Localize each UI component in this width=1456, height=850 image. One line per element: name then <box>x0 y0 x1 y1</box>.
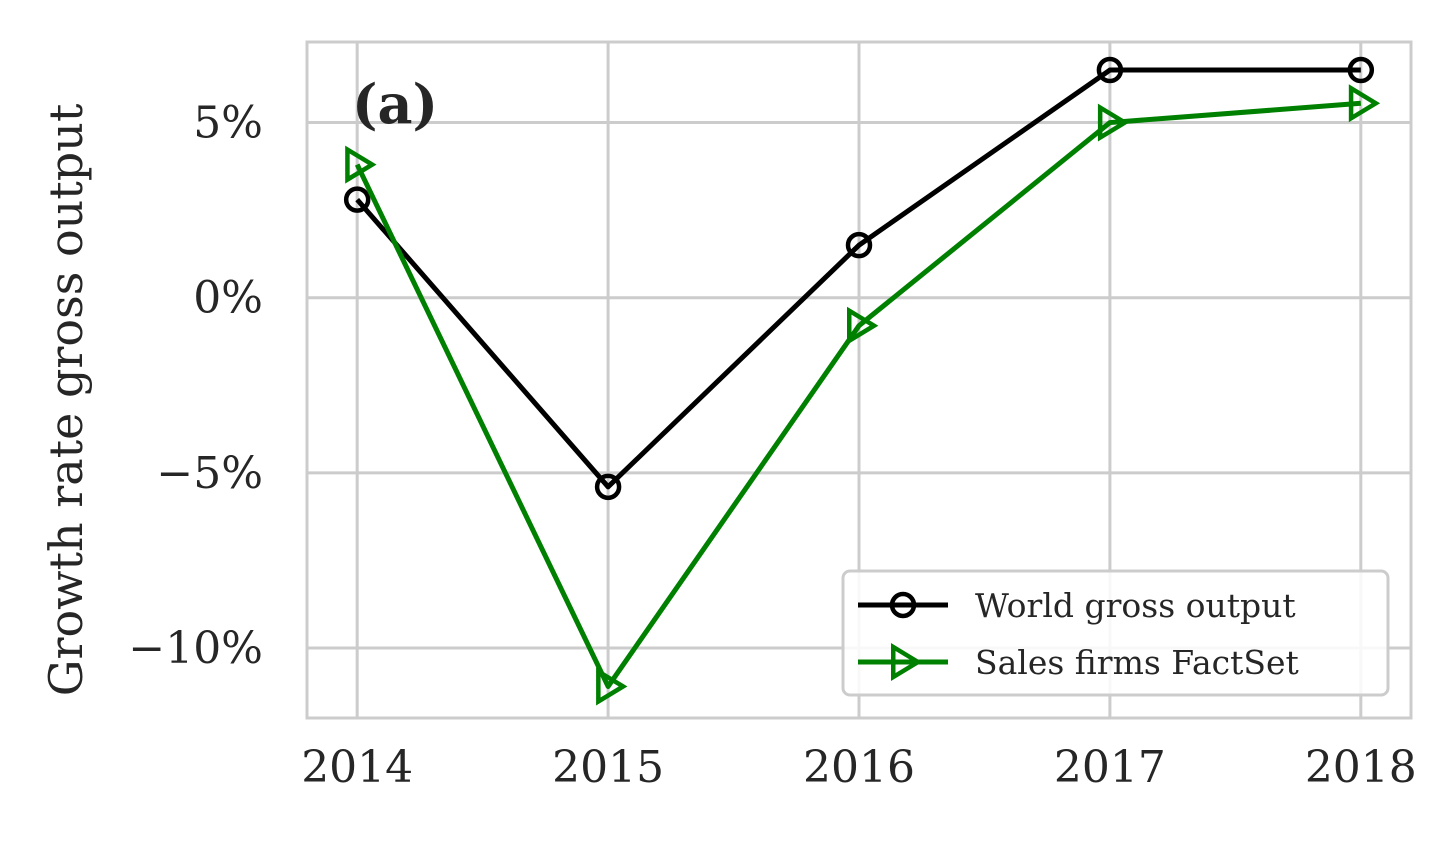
series-marker <box>845 231 873 259</box>
series-marker <box>594 473 622 501</box>
y-tick-label: 0% <box>193 273 263 324</box>
x-tick-label: 2016 <box>803 742 915 793</box>
x-tick-labels: 2014 2015 2016 2017 2018 <box>301 742 1417 793</box>
legend-label: Sales firms FactSet <box>975 643 1299 682</box>
y-tick-labels: 5% 0% −5% −10% <box>128 98 263 674</box>
series-marker <box>345 145 377 184</box>
x-tick-label: 2017 <box>1054 742 1166 793</box>
legend-item: Sales firms FactSet <box>858 643 1299 682</box>
series-marker <box>596 667 628 706</box>
series-marker <box>889 591 917 619</box>
y-tick-label: −5% <box>156 448 263 499</box>
series-marker <box>1097 103 1130 142</box>
y-tick-label: −10% <box>128 623 263 674</box>
legend-item: World gross output <box>858 586 1296 625</box>
series-marker <box>343 186 371 213</box>
x-tick-label: 2015 <box>552 742 664 793</box>
series-layer <box>343 56 1381 706</box>
legend-label: World gross output <box>975 586 1296 625</box>
legend-box <box>841 569 1390 697</box>
x-tick-label: 2018 <box>1305 742 1417 793</box>
series-2 <box>345 84 1381 706</box>
y-tick-label: 5% <box>193 98 263 149</box>
y-axis-title: Growth rate gross output <box>39 103 93 696</box>
plot-frame <box>305 40 1413 720</box>
series-marker <box>1347 56 1375 84</box>
panel-label: (a) <box>352 72 438 136</box>
legend: World gross output Sales firms FactSet <box>841 569 1390 697</box>
series-line <box>354 100 1362 689</box>
series-1 <box>343 56 1375 501</box>
series-marker <box>1096 56 1124 84</box>
series-marker <box>847 306 879 345</box>
series-marker <box>891 643 923 681</box>
x-tick-label: 2014 <box>301 742 413 793</box>
series-line <box>355 67 1361 490</box>
series-marker <box>1348 84 1381 123</box>
